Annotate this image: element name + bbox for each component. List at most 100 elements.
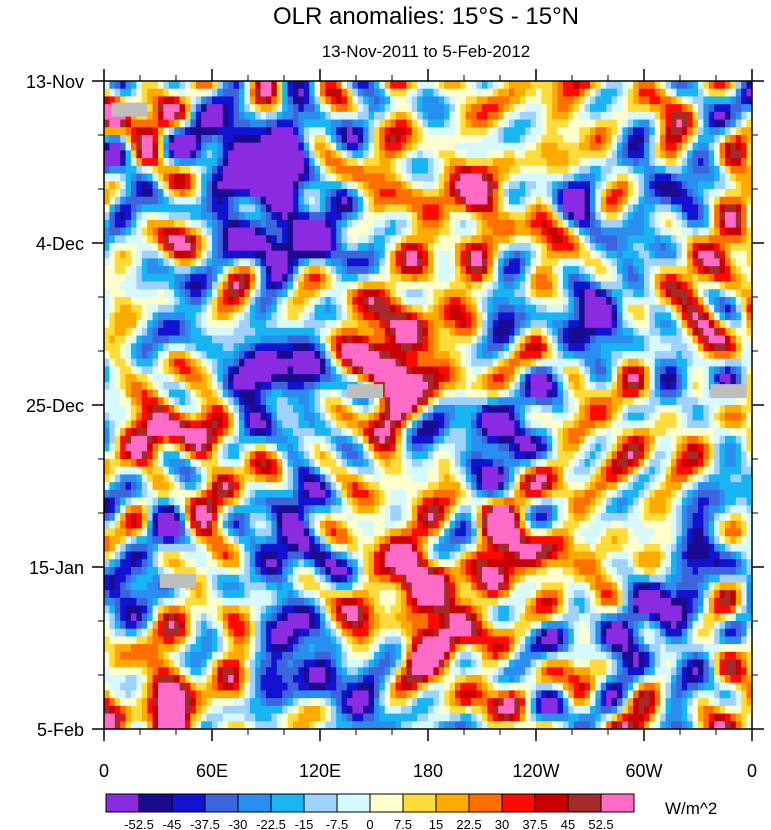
heatmap-cell (708, 281, 715, 290)
heatmap-cell (320, 142, 326, 151)
heatmap-cell (330, 88, 337, 97)
heatmap-cell (573, 351, 580, 360)
heatmap-cell (714, 88, 720, 97)
heatmap-cell (195, 96, 202, 105)
heatmap-cell (433, 343, 440, 352)
heatmap-cell (325, 312, 332, 321)
heatmap-cell (725, 158, 731, 167)
heatmap-cell (644, 96, 650, 105)
heatmap-cell (266, 389, 272, 398)
heatmap-cell (746, 173, 753, 182)
heatmap-cell (557, 111, 564, 120)
heatmap-cell (163, 150, 170, 159)
heatmap-cell (239, 150, 245, 159)
heatmap-cell (730, 165, 737, 174)
heatmap-cell (692, 189, 699, 198)
heatmap-cell (584, 119, 591, 128)
heatmap-cell (114, 397, 121, 406)
heatmap-cell (287, 297, 294, 306)
heatmap-cell (168, 304, 175, 313)
heatmap-cell (525, 135, 531, 144)
heatmap-cell (163, 343, 170, 352)
heatmap-cell (476, 389, 483, 398)
heatmap-cell (352, 312, 359, 321)
heatmap-cell (249, 289, 256, 298)
heatmap-cell (606, 227, 612, 236)
heatmap-cell (492, 119, 499, 128)
heatmap-cell (525, 273, 531, 282)
heatmap-cell (244, 135, 251, 144)
heatmap-cell (114, 173, 121, 182)
heatmap-cell (249, 258, 256, 267)
heatmap-cell (195, 219, 202, 228)
heatmap-cell (622, 289, 629, 298)
heatmap-cell (352, 266, 359, 275)
heatmap-cell (633, 158, 639, 167)
heatmap-cell (698, 204, 704, 213)
heatmap-cell (417, 289, 423, 298)
heatmap-cell (287, 204, 294, 213)
heatmap-cell (298, 389, 305, 398)
heatmap-cell (714, 196, 720, 205)
heatmap-cell (303, 243, 310, 252)
heatmap-cell (644, 181, 650, 190)
heatmap-cell (730, 158, 737, 167)
heatmap-cell (633, 189, 639, 198)
heatmap-cell (671, 243, 677, 252)
heatmap-cell (357, 181, 364, 190)
heatmap-cell (233, 119, 240, 128)
heatmap-cell (644, 389, 650, 398)
heatmap-cell (584, 150, 591, 159)
heatmap-cell (298, 119, 305, 128)
heatmap-cell (654, 88, 661, 97)
heatmap-cell (660, 358, 666, 367)
heatmap-cell (719, 243, 726, 252)
heatmap-cell (190, 297, 197, 306)
heatmap-cell (401, 81, 407, 90)
heatmap-cell (660, 104, 666, 113)
heatmap-cell (158, 104, 164, 113)
heatmap-cell (471, 320, 477, 329)
heatmap-cell (546, 204, 553, 213)
heatmap-cell (249, 304, 256, 313)
heatmap-cell (725, 335, 731, 344)
heatmap-cell (622, 243, 629, 252)
heatmap-cell (471, 343, 477, 352)
heatmap-cell (244, 250, 251, 259)
heatmap-cell (644, 88, 650, 97)
heatmap-cell (320, 389, 326, 398)
heatmap-cell (190, 119, 197, 128)
heatmap-cell (120, 196, 126, 205)
heatmap-cell (660, 135, 666, 144)
heatmap-cell (303, 111, 310, 120)
heatmap-cell (568, 250, 575, 259)
heatmap-cell (114, 289, 121, 298)
heatmap-cell (233, 127, 240, 136)
heatmap-cell (465, 397, 472, 406)
heatmap-cell (606, 297, 612, 306)
heatmap-cell (125, 366, 132, 375)
heatmap-cell (390, 243, 396, 252)
heatmap-cell (303, 397, 310, 406)
heatmap-cell (579, 281, 585, 290)
heatmap-cell (492, 266, 499, 275)
heatmap-cell (222, 104, 229, 113)
heatmap-cell (746, 243, 753, 252)
heatmap-cell (465, 250, 472, 259)
heatmap-cell (276, 250, 283, 259)
heatmap-cell (681, 343, 688, 352)
heatmap-cell (217, 320, 224, 329)
heatmap-cell (633, 165, 639, 174)
heatmap-cell (714, 111, 720, 120)
heatmap-cell (379, 96, 386, 105)
heatmap-cell (579, 127, 585, 136)
heatmap-cell (746, 358, 753, 367)
heatmap-cell (519, 297, 526, 306)
heatmap-cell (563, 173, 569, 182)
heatmap-cell (627, 358, 634, 367)
heatmap-cell (465, 81, 472, 90)
heatmap-cell (212, 289, 218, 298)
heatmap-cell (314, 235, 321, 244)
heatmap-cell (336, 250, 342, 259)
heatmap-cell (341, 266, 348, 275)
